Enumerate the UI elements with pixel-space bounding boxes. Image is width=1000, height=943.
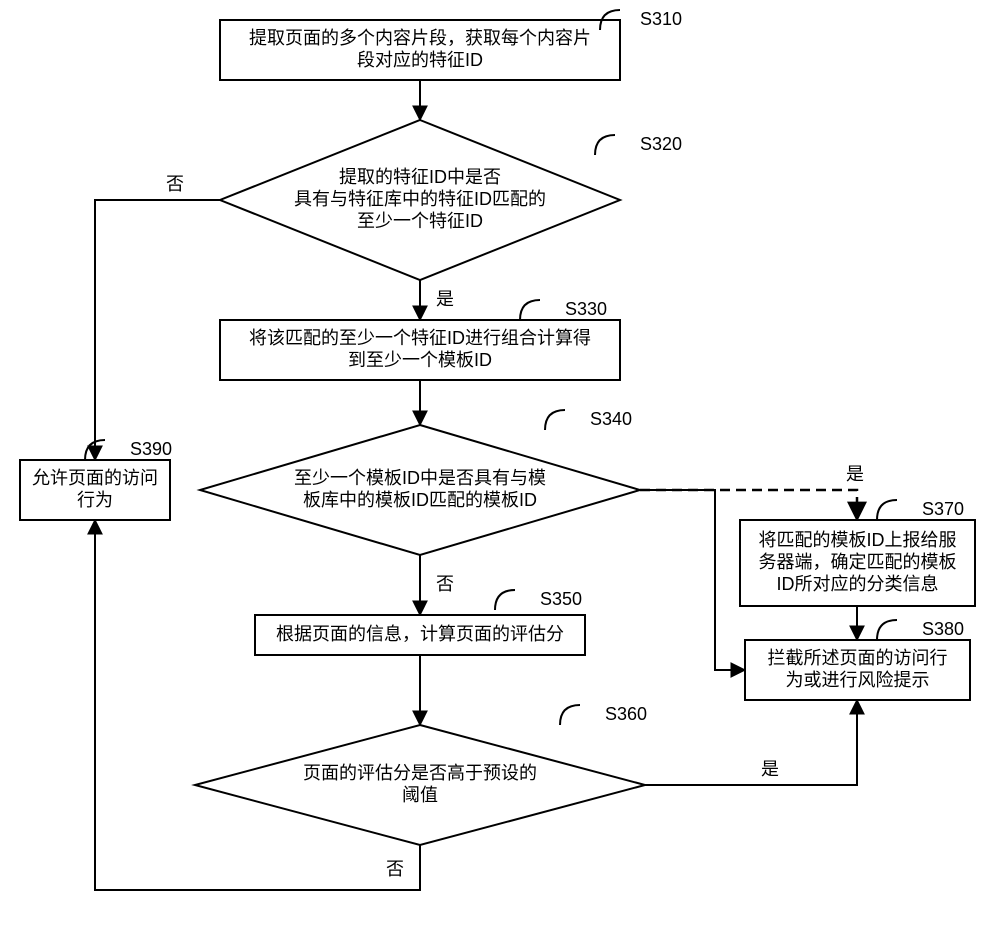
edge-e-340-370: 是 (640, 464, 864, 520)
step-label-s390: S390 (130, 439, 172, 459)
node-s390: 允许页面的访问行为S390 (20, 439, 172, 520)
step-label-s380: S380 (922, 619, 964, 639)
node-s340: 至少一个模板ID中是否具有与模板库中的模板ID匹配的模板IDS340 (200, 409, 640, 555)
edge-e-320-390: 否 (95, 174, 220, 460)
edge-label-e-360-380: 是 (761, 759, 779, 779)
edge-label-e-340-350: 否 (436, 574, 454, 594)
step-label-s340: S340 (590, 409, 632, 429)
edge-label-e-320-330: 是 (436, 289, 454, 309)
flowchart-canvas: 是否否是是否 提取页面的多个内容片段，获取每个内容片段对应的特征IDS310提取… (0, 0, 1000, 943)
node-text-s350: 根据页面的信息，计算页面的评估分 (276, 624, 564, 644)
node-s320: 提取的特征ID中是否具有与特征库中的特征ID匹配的至少一个特征IDS320 (220, 120, 682, 280)
node-s360: 页面的评估分是否高于预设的阈值S360 (195, 704, 647, 845)
edge-label-e-360-390: 否 (386, 859, 404, 879)
node-s310: 提取页面的多个内容片段，获取每个内容片段对应的特征IDS310 (220, 9, 682, 80)
step-label-s310: S310 (640, 9, 682, 29)
edge-label-e-340-370: 是 (846, 464, 864, 484)
step-label-s320: S320 (640, 134, 682, 154)
edge-e-320-330: 是 (420, 280, 454, 320)
step-label-s330: S330 (565, 299, 607, 319)
edge-e-360-380: 是 (645, 700, 857, 785)
edge-label-e-320-390: 否 (166, 174, 184, 194)
node-text-s370: 将匹配的模板ID上报给服务器端，确定匹配的模板ID所对应的分类信息 (759, 530, 957, 594)
edge-e-340-350: 否 (420, 555, 454, 615)
edge-e-360-390: 否 (95, 520, 420, 890)
step-label-s350: S350 (540, 589, 582, 609)
step-label-s370: S370 (922, 499, 964, 519)
edge-e-340-380 (640, 490, 745, 670)
step-label-s360: S360 (605, 704, 647, 724)
